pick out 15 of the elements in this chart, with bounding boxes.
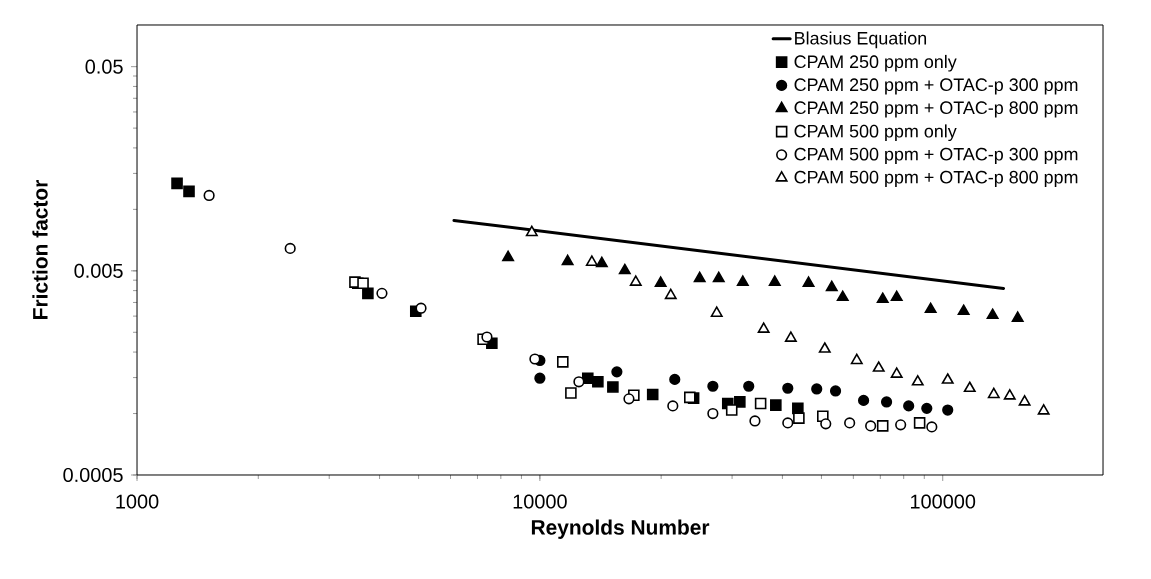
- legend-label: CPAM 250 ppm only: [794, 54, 957, 72]
- y-axis-title: Friction factor: [32, 179, 48, 319]
- legend-label: CPAM 500 ppm + OTAC-p 800 ppm: [794, 170, 1078, 188]
- x-tick-label: 100000: [910, 494, 976, 509]
- legend-label: Blasius Equation: [795, 31, 927, 49]
- legend-label: CPAM 500 ppm only: [794, 124, 957, 142]
- legend-label: CPAM 250 ppm + OTAC-p 800 ppm: [794, 101, 1078, 118]
- x-axis-title: Reynolds Number: [531, 519, 710, 539]
- y-tick-label: 0.05: [85, 59, 123, 74]
- y-tick-label: 0.0005: [63, 467, 123, 483]
- legend-label: CPAM 500 ppm + OTAC-p 300 ppm: [794, 147, 1078, 165]
- x-tick-label: 1000: [116, 494, 159, 509]
- legend-label: CPAM 250 ppm + OTAC-p 300 ppm: [794, 78, 1078, 95]
- x-tick-label: 10000: [513, 494, 567, 509]
- y-tick-label: 0.005: [74, 263, 123, 278]
